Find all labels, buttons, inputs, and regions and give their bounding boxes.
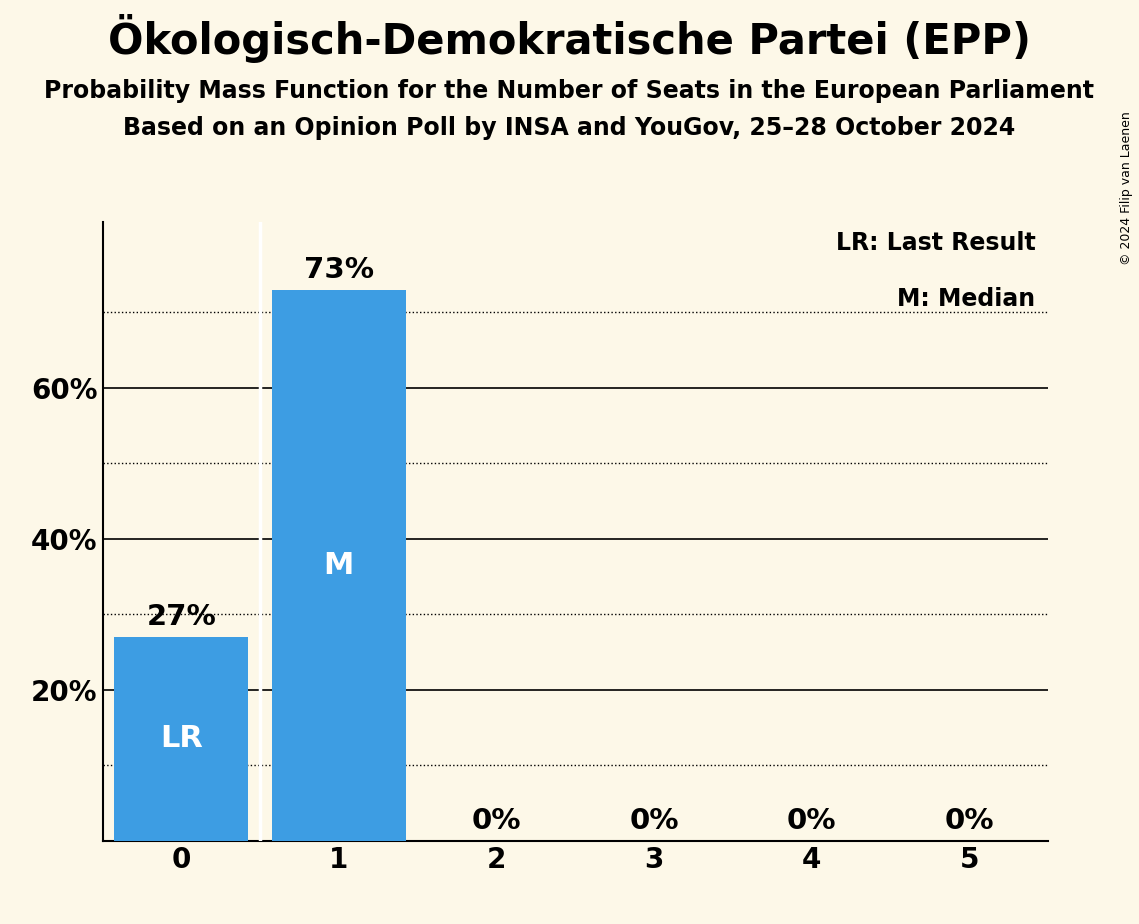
Text: LR: LR	[159, 724, 203, 753]
Text: 0%: 0%	[472, 807, 522, 834]
Bar	[114, 637, 248, 841]
Text: Probability Mass Function for the Number of Seats in the European Parliament: Probability Mass Function for the Number…	[44, 79, 1095, 103]
Text: © 2024 Filip van Laenen: © 2024 Filip van Laenen	[1121, 111, 1133, 264]
Text: 73%: 73%	[304, 256, 374, 284]
Text: 0%: 0%	[944, 807, 994, 834]
Text: Based on an Opinion Poll by INSA and YouGov, 25–28 October 2024: Based on an Opinion Poll by INSA and You…	[123, 116, 1016, 140]
Text: M: Median: M: Median	[898, 286, 1035, 310]
Bar	[272, 290, 405, 841]
Text: Ökologisch-Demokratische Partei (EPP): Ökologisch-Demokratische Partei (EPP)	[108, 14, 1031, 63]
Text: LR: Last Result: LR: Last Result	[836, 231, 1035, 255]
Text: 0%: 0%	[629, 807, 679, 834]
Text: 0%: 0%	[787, 807, 836, 834]
Text: 27%: 27%	[147, 603, 216, 631]
Text: M: M	[323, 551, 354, 579]
